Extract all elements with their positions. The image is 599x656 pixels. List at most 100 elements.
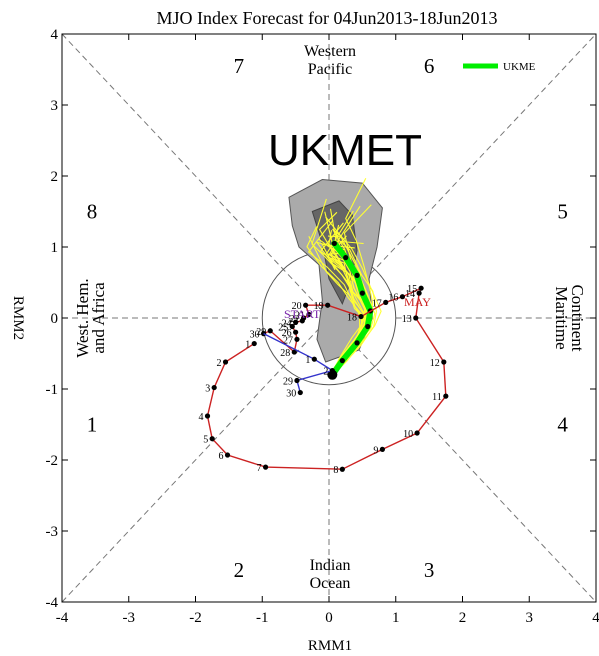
may-track-label: 22 [290,314,300,325]
phase-number: 8 [87,200,98,224]
y-tick-label: -1 [46,382,59,398]
region-left-line2: and Africa [89,282,108,354]
region-top-line1: Western [304,43,356,60]
y-tick-label: -4 [46,595,59,611]
may-track-label: 26 [282,328,292,339]
may-track-label: 7 [257,463,262,474]
region-right-line2: Continent [568,284,587,351]
y-tick-label: 4 [51,27,59,43]
may-track-point [416,290,422,296]
legend-label: UKME [503,61,536,73]
x-tick-label: 2 [459,610,467,626]
phase-number: 4 [557,413,568,437]
x-tick-label: -4 [56,610,69,626]
x-tick-label: -1 [256,610,269,626]
y-tick-label: 2 [51,169,59,185]
start-label: START [284,307,321,321]
june-track-label: 1 [305,355,310,366]
may-track-point [325,302,331,308]
june-track-label: 2 [323,367,328,378]
phase-number: 3 [424,558,435,582]
may-track-point [262,464,269,470]
may-track-point [293,319,299,325]
may-track-point [339,466,345,472]
phase-number: 1 [87,413,98,437]
may-track-label: 21 [295,310,305,321]
may-track-label: 15 [407,284,417,295]
y-tick-label: 1 [51,240,59,256]
may-track-label: 6 [219,451,224,462]
june-track-point [297,389,303,396]
region-left-line1: West. Hem. [73,278,92,357]
may-track-label: 19 [314,301,324,312]
june-track-point [329,367,335,374]
may-track-point [306,311,312,318]
june-track-point [311,356,317,362]
model-label: UKMET [268,126,422,175]
may-track-label: 12 [430,358,440,369]
may-track-point [267,328,273,334]
may-track-label: 2 [217,358,222,369]
may-track-point [209,436,215,442]
may-track-label: 25 [278,323,288,334]
ensemble-member [325,216,382,374]
y-axis-label: RMM2 [10,296,26,340]
may-track-label: 11 [432,392,442,403]
may-track-label: 29 [256,327,266,338]
may-track-point [251,340,257,347]
may-track-point [303,302,309,308]
phase-number: 2 [234,558,245,582]
may-track-point [441,359,447,365]
may-track-point [294,336,300,342]
may-track-point [443,393,449,399]
x-tick-label: 4 [592,610,599,626]
june-track-label: 30 [286,389,296,400]
forecast-mean-point [354,340,360,346]
phase-number: 6 [424,54,435,78]
region-bottom-line1: Indian [310,557,351,574]
forecast-mean-point [339,358,345,364]
may-track-label: 16 [388,293,398,304]
forecast-mean-point [331,240,337,247]
may-label: MAY [404,295,431,309]
may-track-point [211,384,217,391]
may-track-point [291,349,297,355]
may-track-label: 27 [283,335,293,346]
may-track-point [293,329,299,335]
may-track-point [222,359,229,365]
forecast-mean-point [343,255,349,261]
may-track-point [399,294,406,300]
may-track-point [358,313,364,320]
forecast-mean-point [359,290,365,296]
may-track-label: 18 [347,313,357,324]
may-track-label: 14 [405,289,415,300]
may-track-label: 10 [403,429,413,440]
june-track-point [294,377,300,384]
region-bottom-line2: Ocean [310,575,351,592]
legend: UKME [463,61,536,73]
x-tick-label: -3 [123,610,136,626]
x-tick-label: 1 [392,610,400,626]
may-track-label: 24 [282,318,292,329]
may-track-label: 4 [199,412,204,423]
june-track-label: 29 [283,376,293,387]
may-track-label: 1 [245,340,250,351]
may-track-point [224,452,231,458]
may-track-label: 9 [373,445,378,456]
may-track-point [418,285,424,291]
may-track-label: 5 [203,435,208,446]
y-tick-label: 3 [51,98,59,114]
may-track-label: 20 [292,301,302,312]
may-track-point [289,323,295,330]
may-track-point [299,318,305,324]
y-tick-label: -2 [46,453,59,469]
may-track-label: 28 [280,348,290,359]
x-tick-label: -2 [189,610,202,626]
y-tick-label: -3 [46,524,59,540]
forecast-mean-point [365,323,371,330]
region-right-line1: Maritime [552,286,571,349]
may-track-label: 17 [372,298,382,309]
phase-number: 5 [557,200,568,224]
region-top-line2: Pacific [308,61,352,78]
